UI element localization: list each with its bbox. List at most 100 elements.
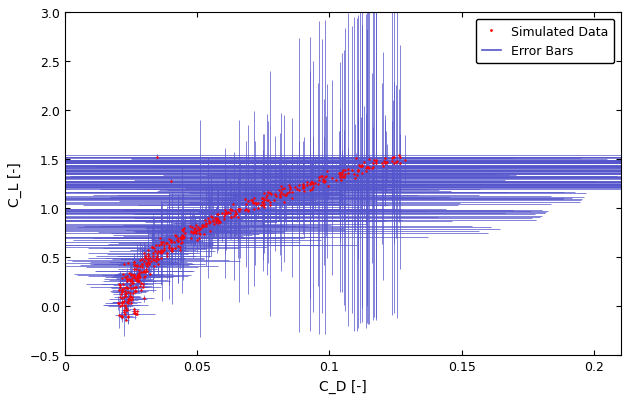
Point xyxy=(123,314,133,320)
Point xyxy=(337,170,347,176)
Point xyxy=(191,225,201,232)
Point xyxy=(298,184,308,191)
Point xyxy=(114,312,125,318)
Point xyxy=(194,228,204,234)
Point xyxy=(135,267,145,273)
Point xyxy=(204,220,214,226)
Point xyxy=(144,261,154,267)
Point xyxy=(123,289,133,296)
Point xyxy=(137,261,147,267)
Point xyxy=(265,202,275,208)
Point xyxy=(243,198,253,205)
Point xyxy=(116,312,126,319)
Point xyxy=(170,245,181,252)
Point xyxy=(143,247,153,254)
Point xyxy=(120,274,130,281)
Point xyxy=(140,273,150,279)
Point xyxy=(357,163,367,169)
Point xyxy=(120,292,130,298)
Point xyxy=(129,259,139,265)
Point xyxy=(219,216,229,223)
Point xyxy=(261,194,271,201)
Point xyxy=(131,273,142,279)
Point xyxy=(265,191,276,198)
Point xyxy=(133,273,143,279)
Point xyxy=(128,280,138,287)
Point xyxy=(140,269,150,276)
Point xyxy=(228,202,238,208)
Point xyxy=(225,215,235,221)
Point xyxy=(275,193,285,199)
Point xyxy=(153,257,163,263)
Point xyxy=(209,215,220,222)
Point xyxy=(321,174,331,180)
Point xyxy=(387,156,397,162)
Point xyxy=(161,241,171,247)
Point xyxy=(197,222,207,228)
Point xyxy=(186,229,196,236)
Point xyxy=(143,256,153,262)
Point xyxy=(204,219,214,225)
Point xyxy=(282,190,292,197)
Point xyxy=(167,247,177,253)
Point xyxy=(290,184,300,191)
Point xyxy=(353,168,363,175)
Point xyxy=(129,306,139,313)
Point xyxy=(270,191,280,197)
Point xyxy=(343,167,353,173)
Point xyxy=(131,308,142,314)
Point xyxy=(131,288,141,295)
Point xyxy=(367,166,377,172)
Point xyxy=(206,219,216,226)
Point xyxy=(116,275,126,282)
Point xyxy=(121,290,131,297)
Point xyxy=(114,294,125,300)
Point xyxy=(117,313,127,319)
Point xyxy=(118,282,128,288)
Point xyxy=(176,240,186,246)
Point xyxy=(225,207,235,213)
Point xyxy=(135,275,145,281)
Point xyxy=(126,272,136,278)
Point xyxy=(240,207,250,214)
Point xyxy=(116,303,126,310)
Point xyxy=(179,234,189,241)
Point xyxy=(123,296,133,303)
Point xyxy=(136,256,147,262)
Point xyxy=(195,231,205,238)
Point xyxy=(274,191,284,198)
Point xyxy=(133,277,143,284)
Point xyxy=(171,233,181,240)
Point xyxy=(257,195,267,201)
Point xyxy=(199,231,209,237)
Point xyxy=(162,250,172,257)
Point xyxy=(391,159,401,166)
Point xyxy=(347,167,357,173)
Point xyxy=(135,283,145,289)
Point xyxy=(284,182,294,188)
Point xyxy=(277,186,287,192)
Point xyxy=(279,186,289,192)
Point xyxy=(130,267,140,273)
Point xyxy=(299,184,309,191)
Point xyxy=(201,221,211,227)
Point xyxy=(318,179,328,186)
Point xyxy=(123,298,133,304)
Point xyxy=(179,225,189,232)
Point xyxy=(128,285,138,292)
Point xyxy=(129,274,139,280)
Point xyxy=(192,227,202,233)
Point xyxy=(370,161,381,167)
Point xyxy=(162,253,172,260)
Point xyxy=(116,314,126,320)
Point xyxy=(265,200,275,206)
Point xyxy=(336,178,346,184)
Point xyxy=(127,296,137,303)
Point xyxy=(125,293,135,299)
Point xyxy=(134,274,144,281)
Point xyxy=(229,214,239,220)
Point xyxy=(305,187,315,194)
Point xyxy=(157,249,167,255)
Point xyxy=(121,284,131,291)
Point xyxy=(276,189,286,196)
